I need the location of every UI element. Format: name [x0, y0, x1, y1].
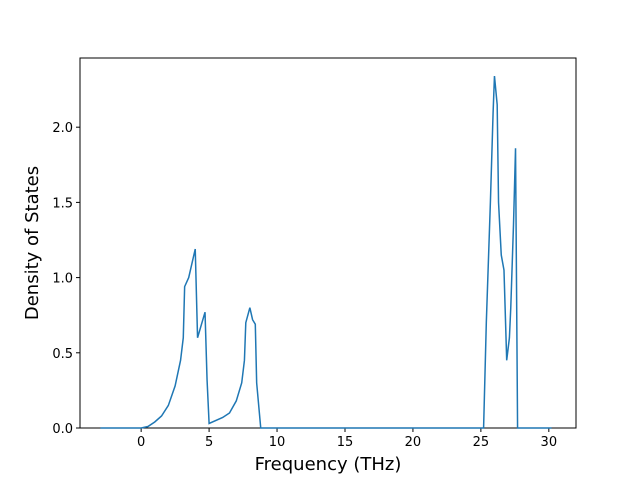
- x-tick-label: 15: [337, 435, 354, 450]
- y-tick-label: 2.0: [52, 121, 73, 136]
- y-tick-label: 1.0: [52, 272, 73, 287]
- x-tick-label: 10: [269, 435, 286, 450]
- x-tick-label: 20: [405, 435, 422, 450]
- x-axis-label: Frequency (THz): [255, 454, 402, 475]
- x-tick-label: 5: [205, 435, 213, 450]
- x-tick-label: 30: [541, 435, 558, 450]
- plot-frame: [79, 57, 577, 429]
- y-axis-label: Density of States: [22, 166, 43, 320]
- x-tick-label: 25: [473, 435, 490, 450]
- line-series: [100, 75, 552, 429]
- y-tick-label: 1.5: [52, 196, 73, 211]
- x-tick-label: 0: [137, 435, 145, 450]
- y-tick-label: 0.0: [52, 422, 73, 437]
- y-tick-label: 0.5: [52, 347, 73, 362]
